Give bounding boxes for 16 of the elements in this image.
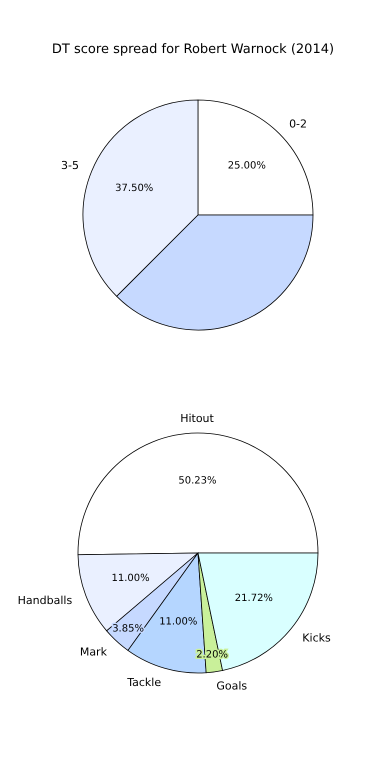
data-label: 3.85% (112, 623, 144, 634)
slice-label: Handballs (18, 594, 72, 607)
slice-label: Kicks (302, 631, 331, 644)
chart-title: DT score spread for Robert Warnock (2014) (50, 42, 336, 57)
slice-label: 3-5 (61, 159, 80, 172)
data-label: 50.23% (178, 476, 217, 486)
slice-label: Hitout (180, 412, 215, 426)
slice-label: Mark (80, 645, 108, 658)
data-label: 11.00% (159, 616, 198, 628)
slice-label: 0-2 (289, 117, 308, 130)
data-label: 37.50% (115, 183, 154, 194)
data-label: 11.00% (112, 572, 150, 584)
data-label: 25.00% (228, 160, 266, 172)
slice-label: Goals (216, 680, 248, 693)
data-label: 21.72% (234, 592, 273, 604)
slice-label: Tackle (126, 676, 162, 689)
